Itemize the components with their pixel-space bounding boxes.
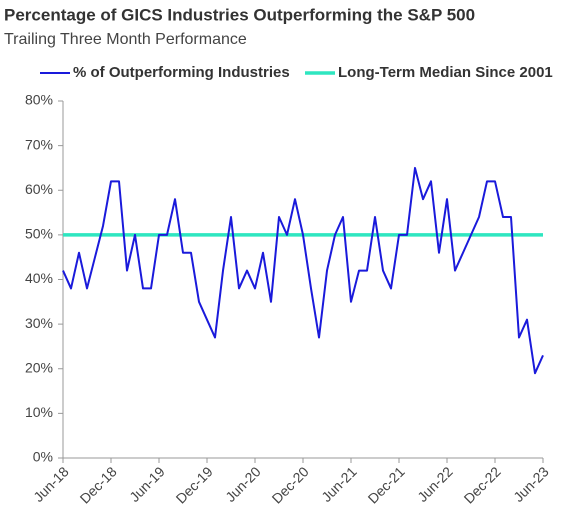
x-tick-label: Jun-21: [318, 463, 360, 505]
x-tick-label: Jun-23: [510, 463, 552, 505]
y-tick-label: 50%: [25, 226, 53, 242]
legend-label: Long-Term Median Since 2001: [338, 64, 553, 81]
y-tick-label: 0%: [33, 449, 53, 465]
series-line: [62, 166, 544, 375]
x-tick-label: Dec-20: [269, 463, 312, 506]
x-tick-label: Jun-22: [414, 463, 456, 505]
y-tick-label: 30%: [25, 315, 53, 331]
y-tick-label: 80%: [25, 92, 53, 108]
y-tick-label: 10%: [25, 404, 53, 420]
y-tick-label: 40%: [25, 270, 53, 286]
x-tick-label: Jun-19: [126, 463, 168, 505]
x-tick-label: Dec-18: [77, 463, 120, 506]
y-tick-label: 20%: [25, 359, 53, 375]
x-tick-label: Dec-21: [365, 463, 408, 506]
legend-label: % of Outperforming Industries: [73, 64, 290, 81]
x-tick-label: Dec-22: [461, 463, 504, 506]
x-tick-label: Jun-18: [30, 463, 72, 505]
x-tick-label: Jun-20: [222, 463, 264, 505]
chart-title: Percentage of GICS Industries Outperform…: [4, 5, 475, 24]
y-tick-label: 70%: [25, 136, 53, 152]
y-tick-label: 60%: [25, 181, 53, 197]
x-tick-label: Dec-19: [173, 463, 216, 506]
chart-subtitle: Trailing Three Month Performance: [4, 31, 247, 48]
